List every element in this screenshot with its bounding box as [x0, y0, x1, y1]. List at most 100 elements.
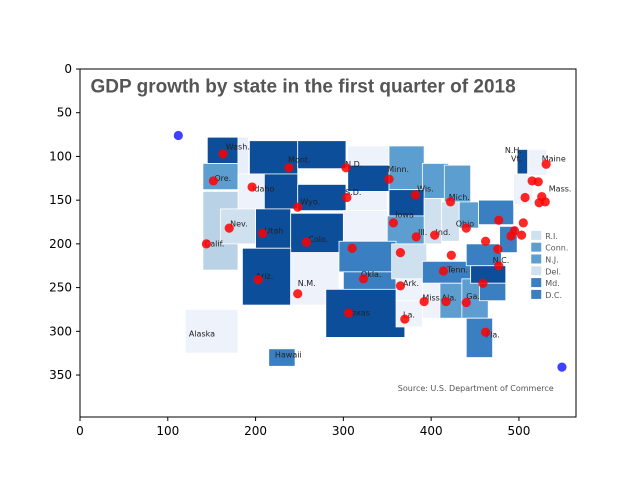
state-shape [338, 240, 397, 273]
map-title-text: GDP growth by state in the first quarter… [91, 77, 516, 98]
legend-label: Md. [545, 279, 560, 288]
scatter-point [410, 190, 420, 200]
scatter-point [301, 237, 312, 247]
scatter-point [347, 243, 357, 253]
legend-swatch [531, 278, 542, 288]
scatter-point [520, 192, 530, 203]
scatter-point [494, 261, 504, 271]
state-label: S.D. [345, 188, 361, 197]
source-note: Source: U.S. Department of Commerce [398, 384, 554, 393]
scatter-point [293, 202, 303, 212]
state-label: La. [403, 310, 415, 319]
y-tick-label: 50 [57, 106, 72, 120]
state-label: N.D. [345, 160, 362, 169]
state-shape [290, 212, 344, 254]
scatter-point [430, 230, 440, 240]
scatter-point [534, 198, 544, 208]
scatter-point [478, 278, 488, 288]
state-label: Mont. [288, 156, 311, 165]
scatter-point [541, 159, 551, 169]
scatter-point [342, 192, 352, 203]
state-shape [268, 348, 296, 367]
scatter-point [516, 230, 527, 240]
state-label: N.C. [493, 256, 510, 265]
scatter-point [400, 314, 410, 324]
axes-frame [79, 68, 577, 418]
state-label: Nev. [230, 219, 248, 228]
scatter-point [461, 223, 471, 233]
y-tick-label: 350 [49, 368, 72, 382]
scatter-point [395, 248, 406, 258]
state-label: Ind. [436, 228, 451, 237]
state-label: Calif. [205, 239, 225, 248]
state-label: Hawaii [275, 351, 302, 360]
state-label: Wyo. [300, 198, 320, 207]
state-label: Mass. [549, 184, 572, 193]
state-shape [479, 282, 507, 302]
scatter-point [518, 218, 528, 228]
scatter-point [341, 163, 351, 173]
scatter-point [438, 266, 449, 276]
scatter-point [384, 174, 394, 184]
state-shape [297, 184, 347, 212]
scatter-point [411, 232, 421, 242]
scatter-points [173, 130, 567, 372]
state-shape [242, 247, 292, 306]
state-label: Tenn. [446, 266, 468, 275]
legend-label: Conn. [545, 244, 568, 253]
state-shape [184, 309, 239, 354]
state-label: Okla. [361, 270, 382, 279]
scatter-point [446, 250, 456, 260]
us-map-image: GDP growth by state in the first quarter… [91, 77, 572, 393]
state-label: Vt. [511, 155, 522, 164]
y-tick-label: 200 [49, 237, 72, 251]
legend-swatch [531, 289, 542, 299]
legend-label: D.C. [545, 291, 562, 300]
scatter-point [208, 176, 219, 186]
state-shape [395, 300, 423, 328]
state-label: Idaho [252, 184, 274, 193]
state-shape [297, 140, 347, 170]
state-label: Ore. [214, 174, 231, 183]
y-tick-label: 250 [49, 281, 72, 295]
x-tick-label: 400 [420, 424, 443, 438]
state-shape [465, 317, 494, 358]
scatter-point [445, 197, 456, 207]
state-shape [478, 199, 515, 226]
state-label: Wis. [417, 184, 434, 193]
scatter-point [506, 231, 516, 241]
scatter-point [201, 239, 212, 249]
legend-swatch [531, 266, 542, 276]
state-label: Fla. [486, 330, 500, 339]
state-label: N.M. [298, 279, 316, 288]
state-label: Alaska [189, 330, 215, 339]
axis-ticks: 0 100 200 300 400 500 0 50 100 150 200 250 300 350 [49, 62, 530, 438]
scatter-point [395, 281, 406, 291]
state-shape [202, 163, 239, 191]
scatter-point [419, 296, 429, 307]
state-label: Colo. [308, 235, 328, 244]
legend-label: R.I. [545, 232, 558, 241]
legend-swatch [531, 242, 542, 252]
scatter-point [441, 296, 451, 307]
x-tick-label: 100 [156, 424, 179, 438]
state-label: Ark. [403, 279, 419, 288]
scatter-point [173, 130, 183, 141]
y-tick-label: 150 [49, 193, 72, 207]
state-label: Ill. [418, 228, 427, 237]
x-tick-label: 200 [244, 424, 267, 438]
state-label: N.H. [505, 146, 522, 155]
scatter-point [293, 289, 303, 299]
scatter-point [358, 274, 369, 284]
scatter-point [493, 244, 503, 254]
scatter-point [461, 297, 471, 308]
state-shape [391, 243, 428, 280]
y-tick-label: 300 [49, 324, 72, 338]
scatter-point [218, 149, 228, 159]
scatter-point [494, 215, 504, 225]
state-label: Miss. [422, 294, 442, 303]
scatter-point [480, 236, 491, 246]
state-label: Mich. [449, 193, 470, 202]
scatter-point [557, 362, 567, 372]
